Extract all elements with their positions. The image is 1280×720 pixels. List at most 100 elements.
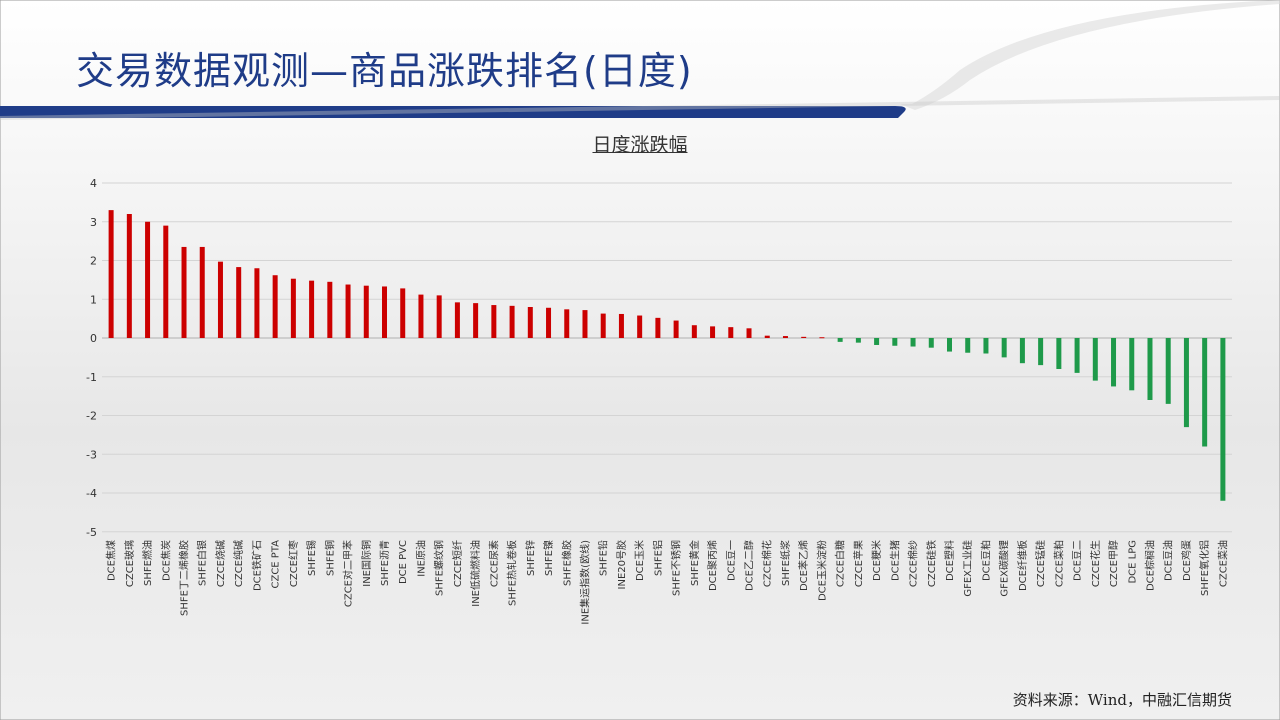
- bar: [728, 327, 734, 338]
- x-tick-label: CZCE花生: [1089, 540, 1102, 587]
- page-title: 交易数据观测—商品涨跌排名(日度): [76, 49, 693, 93]
- bar: [892, 338, 898, 346]
- x-tick-label: CZCE棉纱: [907, 540, 920, 587]
- bar: [345, 284, 351, 338]
- x-tick-label: SHFE锌: [524, 540, 537, 576]
- x-tick-label: INE20号胶: [615, 540, 628, 589]
- bar: [418, 294, 424, 338]
- bar: [947, 338, 952, 352]
- x-tick-label: SHFE铜: [324, 540, 336, 576]
- bar: [236, 267, 242, 338]
- x-tick-label: DCE焦炭: [159, 540, 172, 581]
- x-tick-label: CZCE对二甲苯: [342, 540, 355, 607]
- bar: [855, 338, 861, 343]
- bar: [1056, 338, 1062, 369]
- x-tick-label: SHFE纸浆: [779, 540, 792, 586]
- x-tick-label: DCE豆油: [1162, 540, 1175, 581]
- bar: [1147, 338, 1153, 400]
- bar: [1165, 338, 1171, 404]
- x-tick-label: INE国际铜: [361, 540, 373, 587]
- bar: [527, 307, 533, 338]
- bar: [272, 275, 278, 338]
- x-tick-label: DCE纤维板: [1016, 540, 1029, 591]
- bar: [382, 286, 387, 338]
- x-tick-label: DCE玉米淀粉: [815, 540, 828, 601]
- bar: [564, 309, 570, 338]
- x-tick-label: DCE乙二醇: [743, 540, 756, 591]
- bar: [1220, 338, 1226, 501]
- x-tick-label: CZCE菜油: [1216, 540, 1229, 587]
- bar: [1111, 338, 1117, 387]
- bar: [782, 336, 788, 338]
- x-tick-label: SHFE白银: [196, 540, 209, 586]
- x-tick-label: SHFE铝: [652, 540, 664, 576]
- bar: [600, 313, 606, 338]
- x-tick-label: CZCE玻璃: [123, 540, 136, 587]
- bar: [910, 338, 916, 347]
- x-tick-label: CZCE苹果: [852, 540, 865, 587]
- bar: [363, 285, 369, 338]
- x-tick-label: CZCE菜粕: [1052, 540, 1065, 587]
- bar: [746, 328, 752, 338]
- x-tick-label: SHFE沥青: [378, 540, 391, 586]
- bar: [1038, 338, 1044, 366]
- chart-title: 日度涨跌幅: [592, 134, 688, 156]
- x-tick-label: DCE塑料: [943, 540, 956, 581]
- x-tick-label: GFEX工业硅: [961, 540, 974, 597]
- bar: [1202, 338, 1208, 447]
- x-tick-label: DCE粳米: [870, 540, 883, 581]
- bar: [618, 313, 624, 338]
- x-tick-label: DCE生猪: [888, 540, 901, 581]
- x-tick-label: DCE豆一: [725, 540, 737, 581]
- y-tick-label: 1: [90, 293, 97, 306]
- x-tick-label: CZCE短纤: [451, 540, 464, 587]
- bar: [928, 338, 934, 348]
- bar: [764, 335, 770, 338]
- x-tick-label: CZCE甲醇: [1107, 540, 1120, 587]
- y-tick-label: 2: [90, 255, 97, 268]
- y-tick-label: 0: [90, 332, 97, 345]
- bar: [582, 310, 588, 338]
- bar: [181, 246, 187, 338]
- bar: [217, 261, 223, 338]
- x-tick-label: INE集运指数(欧线): [578, 540, 591, 625]
- x-tick-label: INE低硫燃料油: [469, 540, 482, 607]
- bar: [1183, 338, 1189, 428]
- x-tick-label: CZCE纯碱: [232, 540, 245, 587]
- x-tick-label: SHFE燃油: [141, 540, 154, 586]
- bar: [108, 210, 114, 338]
- x-tick-label: DCE PVC: [398, 540, 409, 584]
- bar: [436, 295, 442, 338]
- x-tick-label: CZCE硅铁: [925, 540, 938, 587]
- bar: [691, 325, 697, 338]
- bar: [254, 268, 260, 338]
- x-tick-label: DCE棕榈油: [1143, 540, 1156, 591]
- y-tick-label: -4: [86, 487, 97, 500]
- x-tick-label: SHFE丁二烯橡胶: [178, 540, 191, 616]
- bar: [309, 280, 315, 338]
- x-tick-label: CZCE锰硅: [1034, 540, 1047, 587]
- bar: [491, 305, 497, 338]
- y-tick-label: -2: [86, 410, 97, 423]
- x-tick-label: GFEX碳酸锂: [998, 540, 1011, 597]
- bar: [710, 326, 716, 338]
- bar: [801, 336, 807, 338]
- bar: [509, 305, 515, 338]
- x-tick-label: CZCE红枣: [287, 540, 300, 587]
- x-tick-label: CZCE PTA: [271, 540, 282, 589]
- title-band: [0, 106, 906, 118]
- bar: [473, 303, 479, 338]
- x-tick-label: DCE铁矿石: [250, 540, 263, 591]
- x-tick-label: SHFE镍: [542, 540, 555, 576]
- x-tick-label: DCE玉米: [633, 540, 646, 581]
- bar: [126, 214, 132, 338]
- bar: [637, 315, 643, 338]
- bar: [1092, 338, 1098, 381]
- y-tick-label: 3: [90, 216, 97, 229]
- x-tick-label: DCE苯乙烯: [797, 540, 810, 591]
- x-tick-label: DCE焦煤: [105, 540, 118, 581]
- x-tick-label: CZCE棉花: [761, 540, 774, 587]
- bar: [983, 338, 989, 354]
- bar: [1019, 338, 1025, 364]
